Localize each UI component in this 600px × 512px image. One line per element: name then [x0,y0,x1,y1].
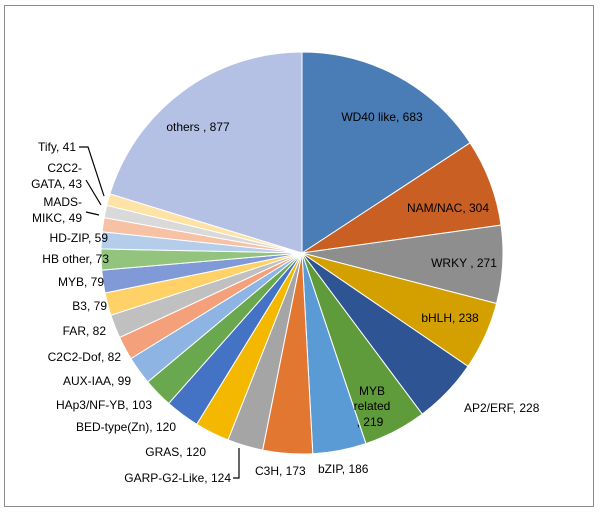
label-hbother: HB other, 73 [42,252,109,266]
label-garp: GARP-G2-Like, 124 [124,471,231,485]
label-wrky: WRKY , 271 [431,256,497,270]
label-nac: NAM/NAC, 304 [407,201,489,215]
label-hap3: HAp3/NF-YB, 103 [56,398,152,412]
leader-line-gata [85,179,102,206]
label-b3: B3, 79 [72,299,107,313]
label-bzip: bZIP, 186 [318,462,369,476]
pie-slice-others [109,51,303,254]
label-mads-2: MIKC, 49 [32,211,82,225]
label-bhlh: bHLH, 238 [421,311,479,325]
label-c3h: C3H, 173 [255,464,306,478]
label-dof: C2C2-Dof, 82 [48,350,122,364]
label-tify: Tify, 41 [38,140,76,154]
label-hdzip: HD-ZIP, 59 [50,231,109,245]
label-gata-1: C2C2- [47,161,82,175]
slice-labels: WD40 like, 683 NAM/NAC, 304 WRKY , 271 b… [31,110,540,485]
label-myb: MYB, 79 [58,275,104,289]
label-mybrel-2: related [354,399,391,413]
label-mybrel-1: MYB [359,384,385,398]
label-wd40: WD40 like, 683 [341,110,423,124]
label-mads-1: MADS- [43,195,82,209]
label-aux: AUX-IAA, 99 [63,374,131,388]
leader-line-tify [79,146,105,197]
leader-line-garp [233,448,240,479]
label-gras: GRAS, 120 [145,445,206,459]
label-others: others , 877 [166,120,230,134]
label-bed: BED-type(Zn), 120 [76,420,176,434]
pie-slices [100,51,504,455]
pie-slice-wd40-like [301,51,471,254]
label-far: FAR, 82 [63,324,107,338]
label-mybrel-3: , 219 [357,415,384,429]
label-ap2: AP2/ERF, 228 [464,401,540,415]
leader-line-mads [85,211,100,216]
label-gata-2: GATA, 43 [31,177,82,191]
leader-lines [79,146,240,479]
